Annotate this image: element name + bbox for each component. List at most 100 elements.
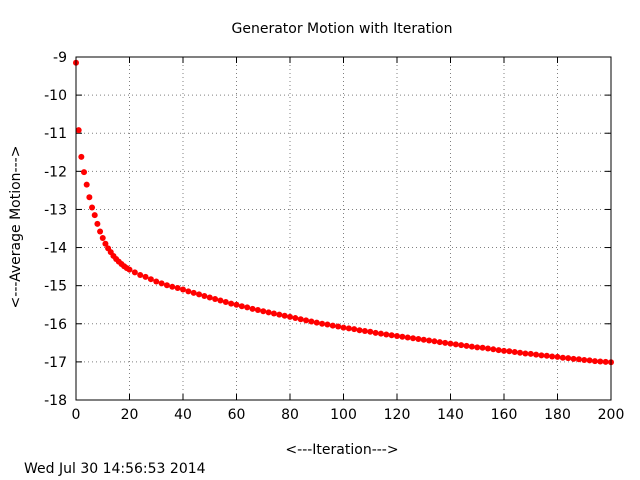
data-point bbox=[394, 332, 400, 339]
data-point bbox=[158, 280, 165, 287]
data-point bbox=[276, 311, 283, 318]
data-point bbox=[308, 318, 315, 325]
data-point bbox=[281, 312, 288, 319]
data-point bbox=[506, 348, 513, 355]
data-point bbox=[222, 299, 229, 306]
data-point bbox=[206, 294, 213, 301]
data-point bbox=[565, 355, 572, 362]
data-point bbox=[442, 339, 449, 346]
data-point bbox=[297, 316, 304, 323]
data-point bbox=[94, 220, 101, 227]
data-point bbox=[458, 342, 465, 349]
y-tick-label: -16 bbox=[44, 317, 67, 333]
data-point bbox=[99, 235, 106, 242]
data-point bbox=[292, 315, 299, 322]
data-point bbox=[404, 334, 411, 341]
data-point bbox=[249, 305, 256, 312]
y-axis-label: <---Average Motion---> bbox=[8, 146, 24, 309]
data-point bbox=[75, 127, 82, 134]
data-point bbox=[463, 342, 470, 349]
data-point bbox=[185, 288, 192, 295]
data-point bbox=[97, 228, 104, 235]
data-point bbox=[538, 352, 545, 359]
data-point bbox=[468, 343, 475, 350]
data-point bbox=[233, 301, 240, 308]
data-point bbox=[522, 350, 529, 357]
plot-frame bbox=[75, 56, 612, 401]
x-axis-label: <---Iteration---> bbox=[285, 442, 398, 458]
data-point bbox=[174, 284, 181, 291]
data-point bbox=[388, 332, 395, 339]
data-point bbox=[351, 326, 358, 333]
data-point bbox=[180, 286, 186, 293]
data-point bbox=[244, 304, 251, 311]
data-point bbox=[549, 353, 556, 360]
data-point bbox=[169, 283, 176, 290]
data-point bbox=[190, 289, 197, 296]
x-tick-label: 60 bbox=[228, 407, 246, 423]
data-point bbox=[270, 310, 277, 317]
x-tick-label: 120 bbox=[384, 407, 411, 423]
data-point bbox=[602, 358, 609, 365]
data-point bbox=[217, 297, 224, 304]
data-point bbox=[436, 339, 443, 346]
x-tick-label: 140 bbox=[437, 407, 464, 423]
data-point bbox=[426, 337, 433, 344]
y-tick-label: -17 bbox=[44, 355, 67, 371]
data-point bbox=[479, 344, 486, 351]
data-point bbox=[452, 341, 459, 348]
data-point bbox=[447, 340, 454, 347]
data-point bbox=[367, 328, 374, 335]
y-tick-label: -10 bbox=[44, 88, 67, 104]
x-tick-label: 200 bbox=[598, 407, 625, 423]
chart-title: Generator Motion with Iteration bbox=[232, 21, 453, 37]
data-point bbox=[377, 330, 384, 337]
data-point bbox=[356, 327, 363, 334]
data-point bbox=[335, 323, 342, 330]
data-points bbox=[73, 59, 614, 366]
data-point bbox=[383, 331, 390, 338]
x-tick-label: 0 bbox=[72, 407, 81, 423]
data-point bbox=[254, 307, 261, 314]
timestamp: Wed Jul 30 14:56:53 2014 bbox=[24, 461, 206, 477]
data-point bbox=[265, 309, 272, 316]
data-point bbox=[287, 313, 293, 320]
data-point bbox=[137, 271, 144, 278]
data-point bbox=[153, 278, 160, 285]
x-tick-label: 40 bbox=[174, 407, 192, 423]
data-point bbox=[484, 345, 491, 352]
data-point bbox=[591, 358, 598, 365]
data-point bbox=[345, 325, 352, 332]
data-point bbox=[78, 153, 85, 160]
ticks bbox=[75, 56, 612, 401]
data-point bbox=[474, 344, 481, 351]
data-point bbox=[319, 320, 326, 327]
x-tick-label: 100 bbox=[330, 407, 357, 423]
data-point bbox=[83, 181, 90, 188]
data-point bbox=[501, 347, 507, 354]
data-point bbox=[126, 266, 133, 273]
data-point bbox=[196, 291, 203, 298]
data-point bbox=[511, 348, 518, 355]
data-point bbox=[303, 317, 310, 324]
data-point bbox=[238, 303, 245, 310]
grid bbox=[76, 57, 611, 400]
data-point bbox=[163, 282, 170, 289]
y-tick-label: -15 bbox=[44, 279, 67, 295]
data-point bbox=[89, 204, 96, 211]
data-point bbox=[361, 328, 368, 335]
data-point bbox=[260, 308, 267, 315]
data-point bbox=[575, 356, 582, 363]
tick-labels: 0 20 40 60 80 100 120 140 160 180 200 -18 -17 -16 -15 -… bbox=[44, 50, 624, 423]
x-tick-label: 80 bbox=[281, 407, 299, 423]
data-point bbox=[329, 322, 336, 329]
data-point bbox=[517, 349, 524, 356]
data-point bbox=[597, 358, 604, 365]
data-point bbox=[372, 329, 379, 336]
data-point bbox=[399, 333, 406, 340]
data-point bbox=[212, 296, 219, 303]
data-point bbox=[324, 321, 331, 328]
y-tick-label: -18 bbox=[44, 393, 67, 409]
data-point bbox=[81, 169, 88, 176]
